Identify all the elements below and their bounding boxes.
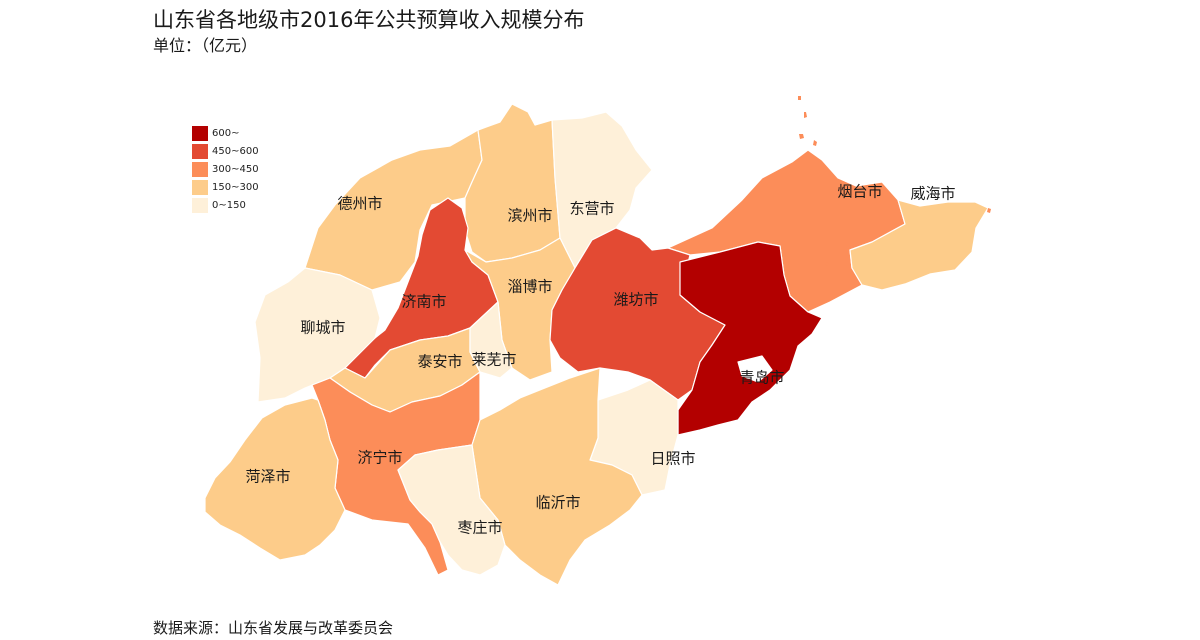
- region-11[interactable]: [469, 301, 513, 379]
- legend-label: 150~300: [212, 181, 259, 193]
- city-label: 聊城市: [300, 319, 345, 337]
- city-label: 济宁市: [357, 449, 402, 467]
- region-12[interactable]: [677, 241, 823, 436]
- legend-label: 600~: [212, 127, 240, 139]
- city-label: 菏泽市: [245, 468, 290, 486]
- legend-label: 0~150: [212, 199, 246, 211]
- city-label: 滨州市: [507, 207, 552, 225]
- region-16[interactable]: [471, 367, 643, 586]
- regions-layer: [204, 96, 991, 586]
- legend-item: 150~300: [192, 178, 259, 196]
- city-label: 临沂市: [535, 494, 580, 512]
- legend-label: 300~450: [212, 163, 259, 175]
- city-label: 东营市: [569, 200, 614, 218]
- city-label: 莱芜市: [471, 351, 516, 369]
- city-label: 淄博市: [507, 278, 552, 296]
- city-label: 枣庄市: [457, 519, 502, 537]
- legend-swatch: [192, 161, 208, 177]
- legend-swatch: [192, 125, 208, 141]
- city-label: 威海市: [910, 185, 955, 203]
- city-label: 潍坊市: [613, 291, 658, 309]
- legend-item: 0~150: [192, 196, 259, 214]
- region-17[interactable]: [397, 444, 506, 576]
- region-5[interactable]: [849, 199, 989, 291]
- legend-item: 600~: [192, 124, 259, 142]
- legend-label: 450~600: [212, 145, 259, 157]
- data-source: 数据来源：山东省发展与改革委员会: [153, 619, 394, 637]
- island-shape: [825, 262, 829, 266]
- legend-swatch: [192, 143, 208, 159]
- island-shape: [804, 112, 807, 118]
- region-2[interactable]: [464, 103, 561, 263]
- island-shape: [813, 140, 817, 146]
- island-shape: [799, 134, 804, 139]
- legend-swatch: [192, 197, 208, 213]
- city-label: 德州市: [337, 195, 382, 213]
- legend-item: 300~450: [192, 160, 259, 178]
- city-label: 日照市: [650, 450, 695, 468]
- city-label: 烟台市: [837, 183, 882, 201]
- city-label: 青岛市: [739, 369, 784, 387]
- legend-item: 450~600: [192, 142, 259, 160]
- city-label: 泰安市: [417, 353, 462, 371]
- region-15[interactable]: [204, 397, 346, 561]
- legend-swatch: [192, 179, 208, 195]
- legend: 600~ 450~600 300~450 150~300 0~150: [192, 124, 259, 214]
- map-subtitle: 单位：（亿元）: [153, 36, 258, 55]
- island-shape: [798, 96, 801, 100]
- city-label: 济南市: [401, 293, 446, 311]
- island-shape: [987, 208, 991, 213]
- map-title: 山东省各地级市2016年公共预算收入规模分布: [153, 8, 585, 32]
